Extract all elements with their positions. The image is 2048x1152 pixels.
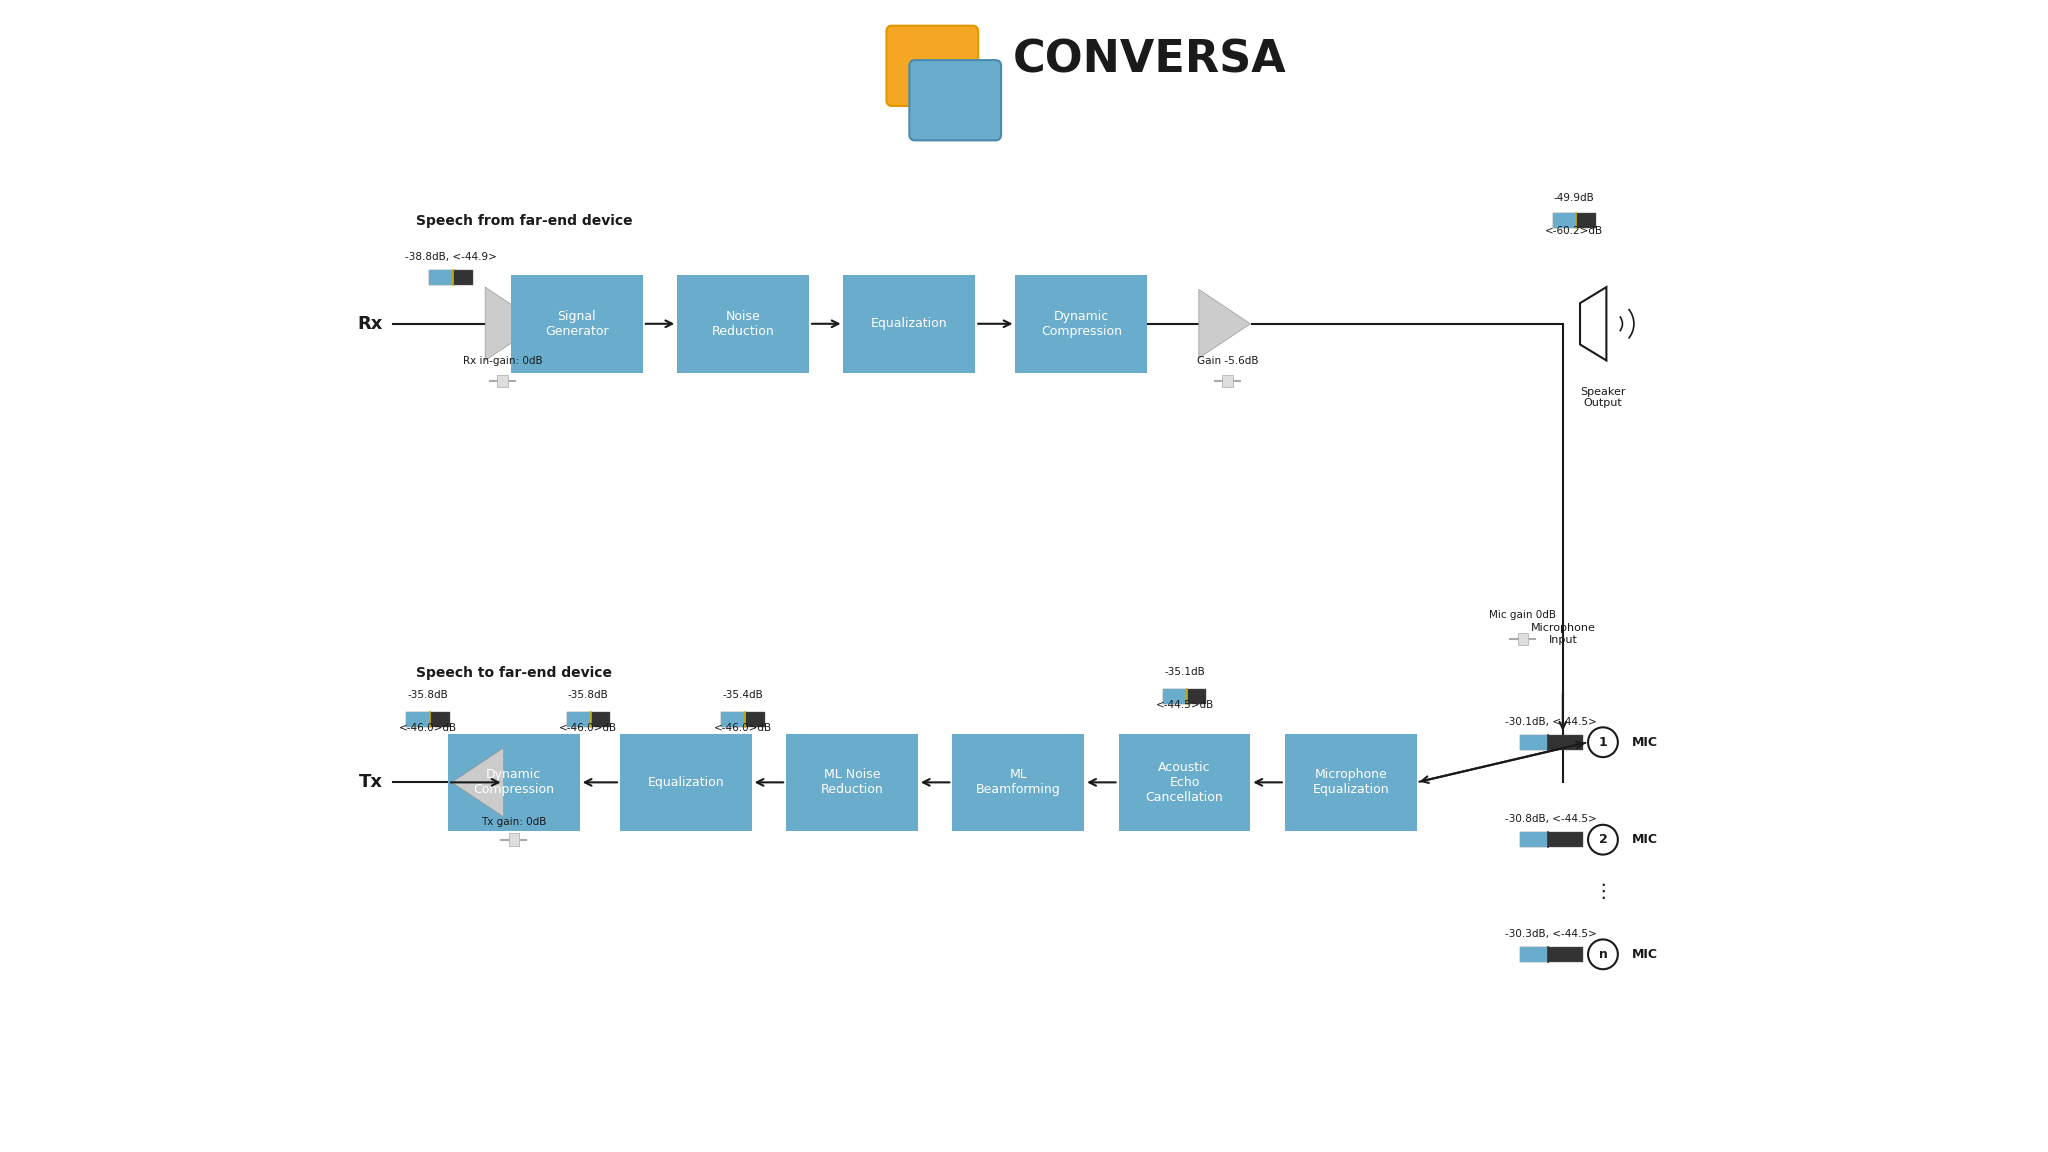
Text: Microphone
Input: Microphone Input — [1530, 623, 1595, 645]
Text: ⋮: ⋮ — [1593, 881, 1612, 901]
Text: Rx: Rx — [358, 314, 383, 333]
FancyBboxPatch shape — [428, 271, 453, 286]
FancyBboxPatch shape — [406, 712, 451, 727]
Text: -35.4dB: -35.4dB — [723, 690, 764, 699]
Circle shape — [1587, 939, 1618, 969]
Polygon shape — [485, 287, 541, 361]
FancyBboxPatch shape — [1520, 832, 1548, 847]
FancyBboxPatch shape — [406, 712, 430, 727]
Text: Microphone
Equalization: Microphone Equalization — [1313, 768, 1389, 796]
Text: Dynamic
Compression: Dynamic Compression — [473, 768, 555, 796]
Text: Signal
Generator: Signal Generator — [545, 310, 608, 338]
Polygon shape — [453, 748, 504, 817]
FancyBboxPatch shape — [508, 833, 518, 846]
Circle shape — [1587, 825, 1618, 855]
FancyBboxPatch shape — [1163, 689, 1186, 704]
FancyBboxPatch shape — [621, 734, 752, 831]
Text: -30.3dB, <-44.5>: -30.3dB, <-44.5> — [1505, 929, 1597, 939]
FancyBboxPatch shape — [1552, 213, 1577, 228]
Text: <-60.2>dB: <-60.2>dB — [1546, 226, 1604, 236]
Text: Equalization: Equalization — [647, 775, 725, 789]
FancyBboxPatch shape — [1520, 735, 1583, 750]
FancyBboxPatch shape — [498, 374, 508, 387]
FancyBboxPatch shape — [1163, 689, 1206, 704]
Text: <-44.5>dB: <-44.5>dB — [1155, 699, 1214, 710]
Text: MIC: MIC — [1632, 736, 1657, 749]
FancyBboxPatch shape — [887, 25, 979, 106]
FancyBboxPatch shape — [721, 712, 745, 727]
FancyBboxPatch shape — [909, 60, 1001, 141]
Text: -35.8dB: -35.8dB — [408, 690, 449, 699]
FancyBboxPatch shape — [1016, 275, 1147, 372]
Circle shape — [1587, 727, 1618, 757]
Text: Tx: Tx — [358, 773, 383, 791]
Text: 1: 1 — [1599, 736, 1608, 749]
Text: -35.1dB: -35.1dB — [1163, 667, 1204, 677]
FancyBboxPatch shape — [786, 734, 918, 831]
Text: Mic gain 0dB: Mic gain 0dB — [1489, 609, 1556, 620]
Text: Tx gain: 0dB: Tx gain: 0dB — [481, 817, 547, 827]
Text: -35.8dB: -35.8dB — [567, 690, 608, 699]
Text: Rx in-gain: 0dB: Rx in-gain: 0dB — [463, 356, 543, 366]
Text: n: n — [1599, 948, 1608, 961]
FancyBboxPatch shape — [428, 271, 473, 286]
FancyBboxPatch shape — [1520, 735, 1548, 750]
FancyBboxPatch shape — [567, 712, 590, 727]
Text: 2: 2 — [1599, 833, 1608, 847]
Text: ML
Beamforming: ML Beamforming — [977, 768, 1061, 796]
Text: -30.1dB, <-44.5>: -30.1dB, <-44.5> — [1505, 717, 1597, 727]
Text: Speaker
Output: Speaker Output — [1581, 387, 1626, 409]
Text: ML Noise
Reduction: ML Noise Reduction — [821, 768, 883, 796]
FancyBboxPatch shape — [510, 275, 643, 372]
FancyBboxPatch shape — [844, 275, 975, 372]
FancyBboxPatch shape — [721, 712, 764, 727]
Text: MIC: MIC — [1632, 948, 1657, 961]
FancyBboxPatch shape — [1223, 374, 1233, 387]
Text: CONVERSA: CONVERSA — [1012, 39, 1286, 82]
Text: Speech to far-end device: Speech to far-end device — [416, 667, 612, 681]
FancyBboxPatch shape — [1552, 213, 1595, 228]
FancyBboxPatch shape — [1284, 734, 1417, 831]
FancyBboxPatch shape — [1520, 947, 1583, 962]
Text: MIC: MIC — [1632, 833, 1657, 847]
FancyBboxPatch shape — [1118, 734, 1251, 831]
Text: Acoustic
Echo
Cancellation: Acoustic Echo Cancellation — [1145, 760, 1223, 804]
Text: Noise
Reduction: Noise Reduction — [713, 310, 774, 338]
Text: <-46.0>dB: <-46.0>dB — [399, 722, 457, 733]
Text: Gain -5.6dB: Gain -5.6dB — [1196, 356, 1257, 366]
Text: Equalization: Equalization — [870, 317, 948, 331]
FancyBboxPatch shape — [1520, 947, 1548, 962]
Text: Speech from far-end device: Speech from far-end device — [416, 213, 633, 228]
Polygon shape — [1198, 289, 1251, 358]
Text: <-46.0>dB: <-46.0>dB — [559, 722, 616, 733]
Text: -30.8dB, <-44.5>: -30.8dB, <-44.5> — [1505, 814, 1597, 824]
FancyBboxPatch shape — [1520, 832, 1583, 847]
Text: -38.8dB, <-44.9>: -38.8dB, <-44.9> — [406, 252, 498, 263]
Text: -49.9dB: -49.9dB — [1554, 194, 1595, 204]
FancyBboxPatch shape — [567, 712, 610, 727]
FancyBboxPatch shape — [449, 734, 580, 831]
FancyBboxPatch shape — [678, 275, 809, 372]
Text: <-46.0>dB: <-46.0>dB — [715, 722, 772, 733]
FancyBboxPatch shape — [1518, 632, 1528, 645]
Text: Dynamic
Compression: Dynamic Compression — [1040, 310, 1122, 338]
FancyBboxPatch shape — [952, 734, 1083, 831]
